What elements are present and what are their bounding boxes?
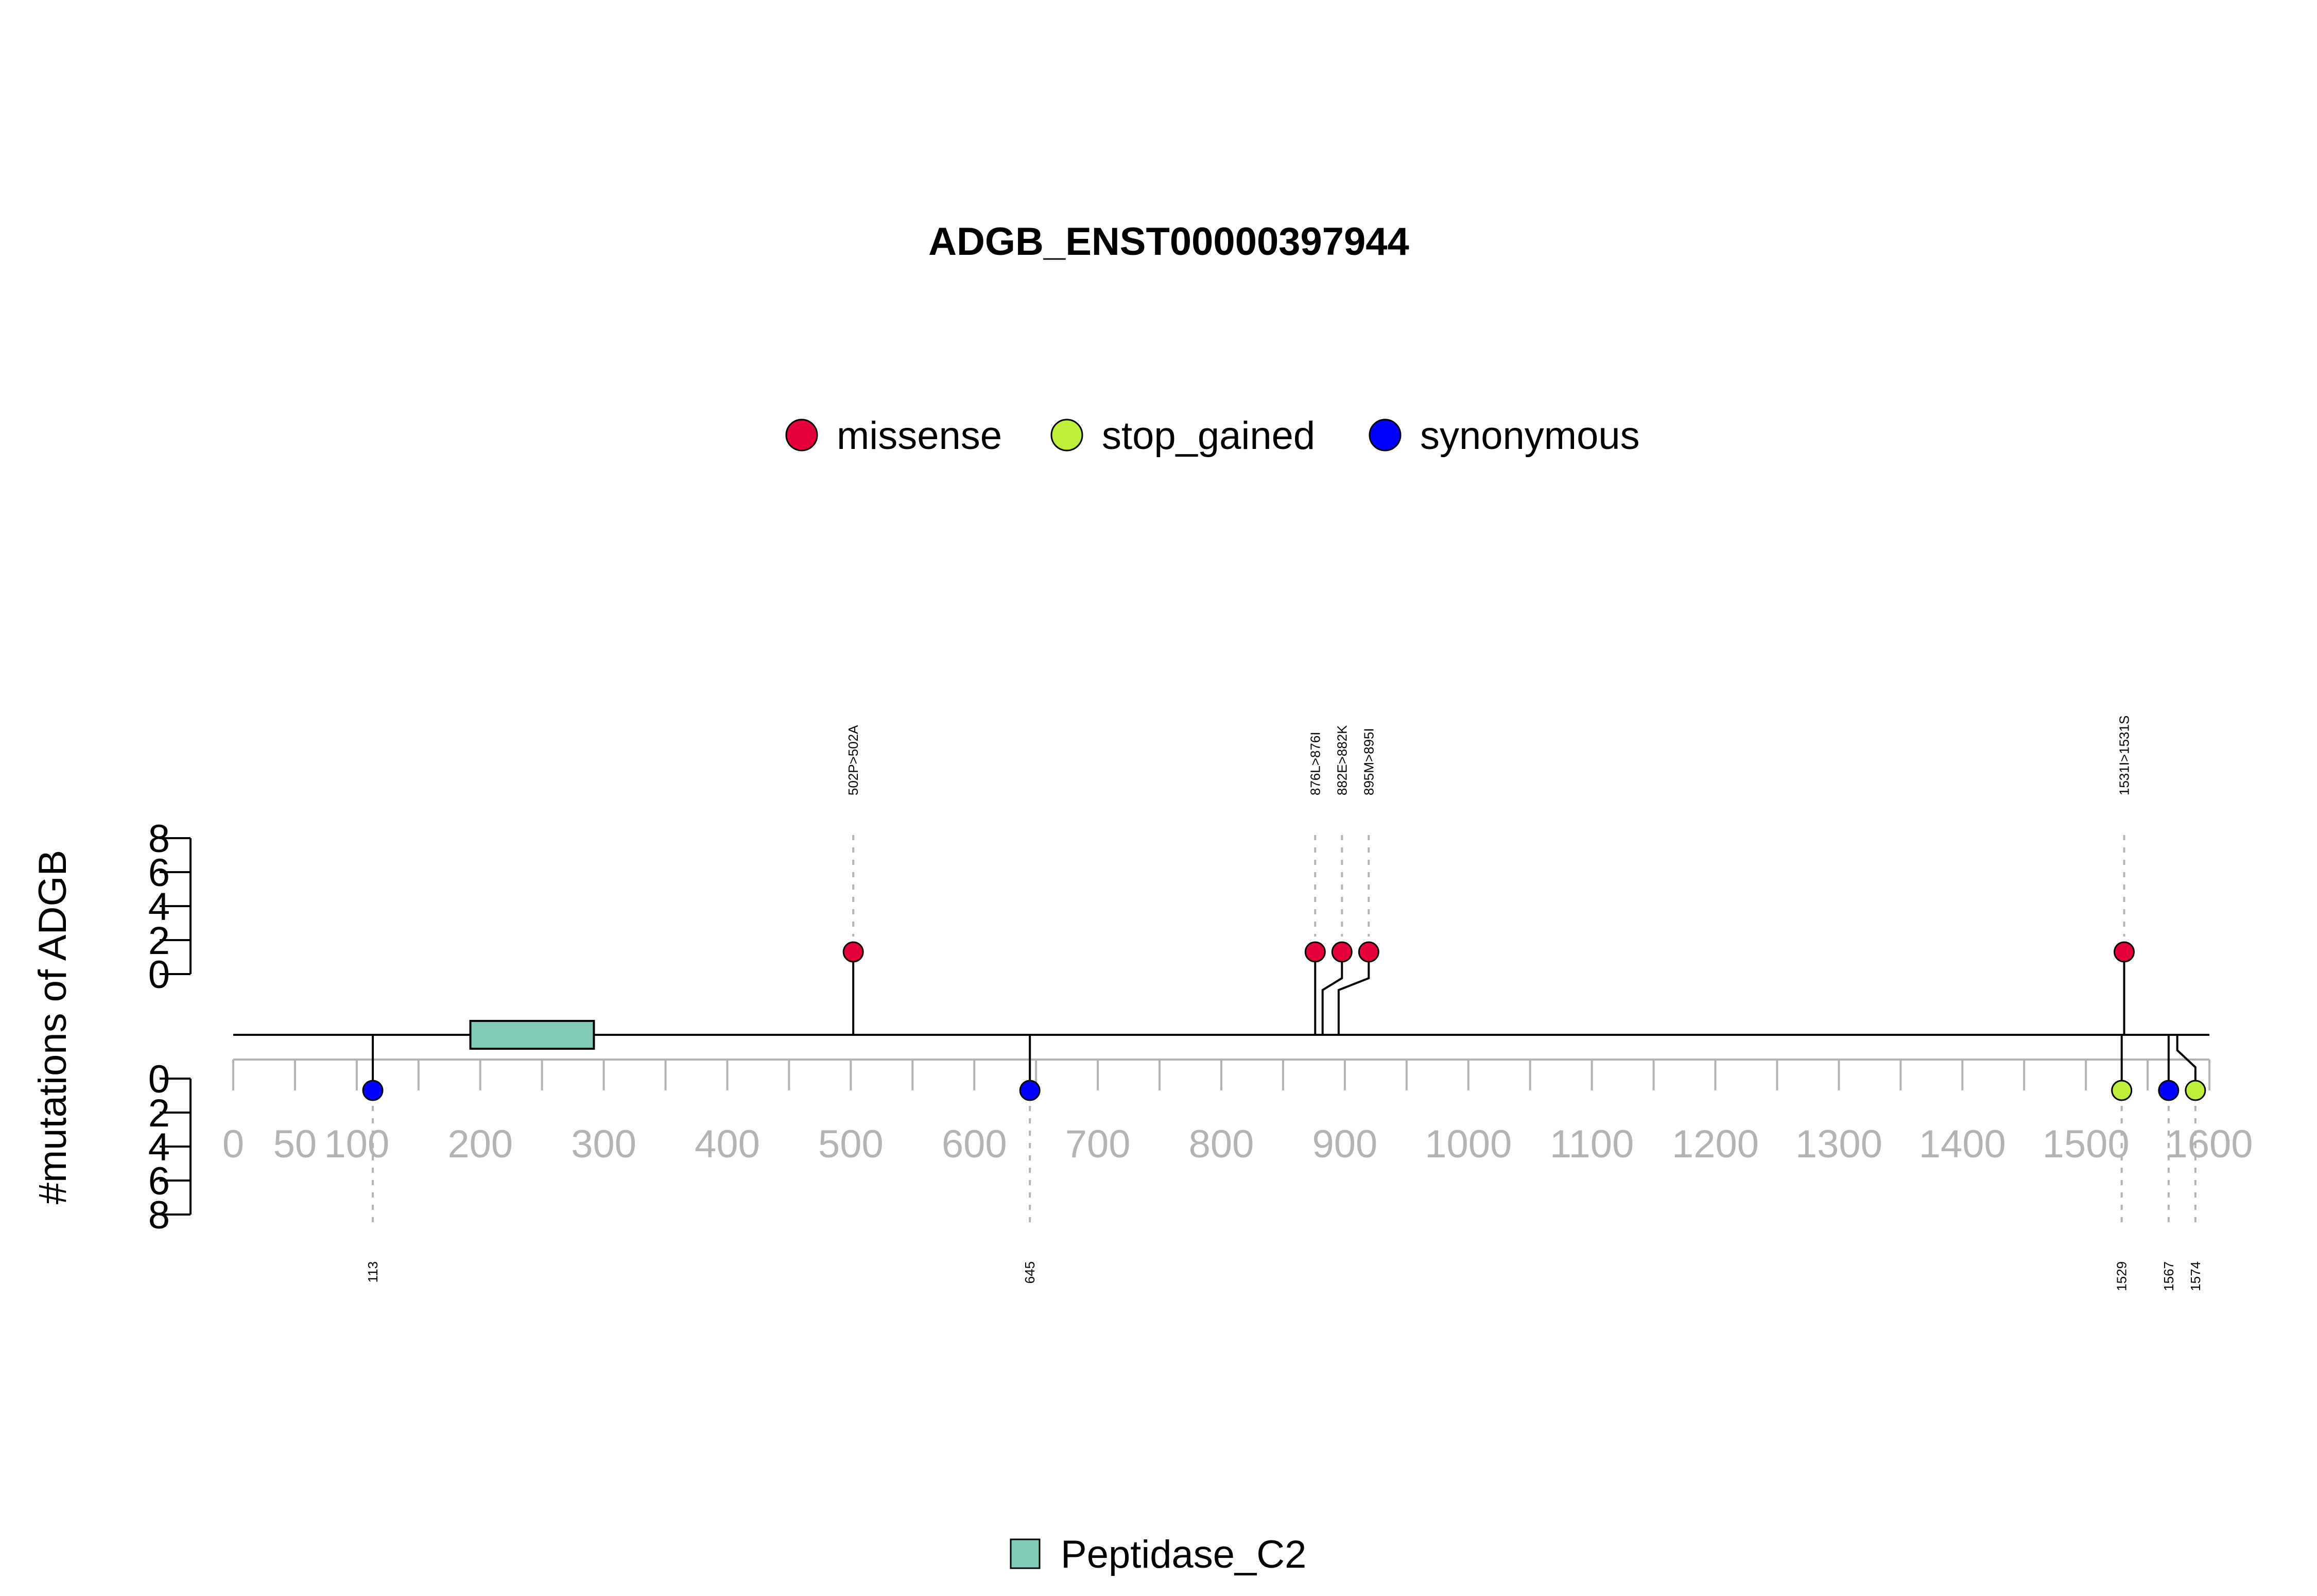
mutation-label: 882E>882K <box>1334 725 1350 795</box>
y-tick-label-top: 8 <box>148 817 170 861</box>
mutation-label: 1529 <box>2114 1261 2130 1291</box>
x-tick-label: 1300 <box>1795 1122 1882 1166</box>
y-tick-label-top: 0 <box>148 953 170 997</box>
mutation-label: 895M>895I <box>1361 728 1376 795</box>
lollipop-head <box>1304 941 1326 963</box>
lollipop-head <box>1358 941 1379 963</box>
y-tick-label-bottom: 6 <box>148 1159 170 1203</box>
x-tick-label: 1600 <box>2166 1122 2253 1166</box>
domain-legend: Peptidase_C2 <box>1010 1533 1306 1576</box>
lollipop-synonymous: 113 <box>362 1035 384 1282</box>
legend-swatch-missense <box>785 419 818 452</box>
domain-legend-label: Peptidase_C2 <box>1061 1533 1306 1576</box>
lollipop-missense: 882E>882K <box>1321 725 1353 1035</box>
y-tick-label-bottom: 8 <box>148 1193 170 1237</box>
lollipop-stem <box>2176 1035 2197 1090</box>
x-tick-label: 200 <box>447 1122 513 1166</box>
chart-title: ADGB_ENST00000397944 <box>928 220 1409 264</box>
legend-label-synonymous: synonymous <box>1420 414 1640 458</box>
mutation-label: 1531I>1531S <box>2116 716 2132 795</box>
x-tick-label: 700 <box>1065 1122 1131 1166</box>
legend-swatch-stop_gained <box>1050 419 1083 452</box>
lollipop-head <box>1331 941 1353 963</box>
lollipop-head <box>1019 1080 1041 1101</box>
mutation-label: 113 <box>365 1261 381 1282</box>
legend-label-missense: missense <box>837 414 1002 458</box>
lollipop-stem <box>1337 952 1370 1035</box>
lollipop-missense: 1531I>1531S <box>2113 716 2135 1035</box>
lollipop-stop_gained: 1574 <box>2176 1035 2206 1291</box>
legend-item-synonymous: synonymous <box>1369 414 1640 458</box>
legend-item-missense: missense <box>785 414 1002 458</box>
y-tick-label-top: 2 <box>148 919 170 963</box>
y-tick-label-top: 6 <box>148 851 170 895</box>
lollipop-missense: 876L>876I <box>1304 732 1326 1035</box>
lollipop-layer: 502P>502A 876L>876I 882E>882K 895M>895I 1531… <box>362 716 2206 1291</box>
x-tick-label: 1400 <box>1919 1122 2006 1166</box>
x-tick-label: 0 <box>222 1122 244 1166</box>
x-tick-label: 1500 <box>2043 1122 2130 1166</box>
mutation-label: 1567 <box>2161 1261 2176 1291</box>
mutation-label: 876L>876I <box>1307 732 1323 795</box>
lollipop-head <box>2185 1080 2206 1101</box>
legend-item-stop_gained: stop_gained <box>1050 414 1315 458</box>
x-tick-label: 900 <box>1312 1122 1377 1166</box>
mutation-label: 645 <box>1022 1261 1038 1283</box>
mutation-label: 1574 <box>2188 1261 2203 1291</box>
lollipop-head <box>2111 1080 2133 1101</box>
lollipop-missense: 895M>895I <box>1337 728 1379 1035</box>
y-axis-title: #mutations of ADGB <box>31 850 75 1205</box>
x-tick-label: 800 <box>1189 1122 1254 1166</box>
x-tick-label: 500 <box>818 1122 884 1166</box>
domain-Peptidase_C2 <box>469 1020 595 1050</box>
x-tick-label: 400 <box>695 1122 760 1166</box>
legend-swatch-synonymous <box>1369 419 1402 452</box>
lollipop-stem <box>1321 952 1343 1035</box>
x-tick-label: 1100 <box>1550 1122 1634 1166</box>
x-tick-label: 50 <box>273 1122 317 1166</box>
y-tick-label-bottom: 4 <box>148 1125 170 1169</box>
lollipop-head <box>362 1080 384 1101</box>
lollipop-head <box>2158 1080 2180 1101</box>
y-tick-label-top: 4 <box>148 885 170 929</box>
y-tick-label-bottom: 0 <box>148 1057 170 1101</box>
mutation-type-legend: missense stop_gained synonymous <box>785 414 1640 458</box>
x-tick-label: 600 <box>942 1122 1007 1166</box>
lollipop-head <box>2113 941 2135 963</box>
x-tick-label: 100 <box>324 1122 389 1166</box>
lollipop-synonymous: 1567 <box>2158 1035 2180 1291</box>
x-tick-label: 300 <box>571 1122 636 1166</box>
x-axis: 0 50 100 200 300 400 500 600 700 800 900 1000 1100 12… <box>222 1059 2253 1166</box>
lollipop-missense: 502P>502A <box>842 725 864 1035</box>
domain-layer <box>469 1020 595 1050</box>
domain-legend-swatch <box>1010 1538 1041 1569</box>
lollipop-stop_gained: 1529 <box>2111 1035 2133 1291</box>
y-tick-label-bottom: 2 <box>148 1091 170 1135</box>
lollipop-synonymous: 645 <box>1019 1035 1041 1283</box>
lollipop-head <box>842 941 864 963</box>
x-tick-label: 1200 <box>1672 1122 1759 1166</box>
mutation-label: 502P>502A <box>845 725 861 795</box>
legend-label-stop_gained: stop_gained <box>1102 414 1315 458</box>
x-tick-label: 1000 <box>1425 1122 1512 1166</box>
